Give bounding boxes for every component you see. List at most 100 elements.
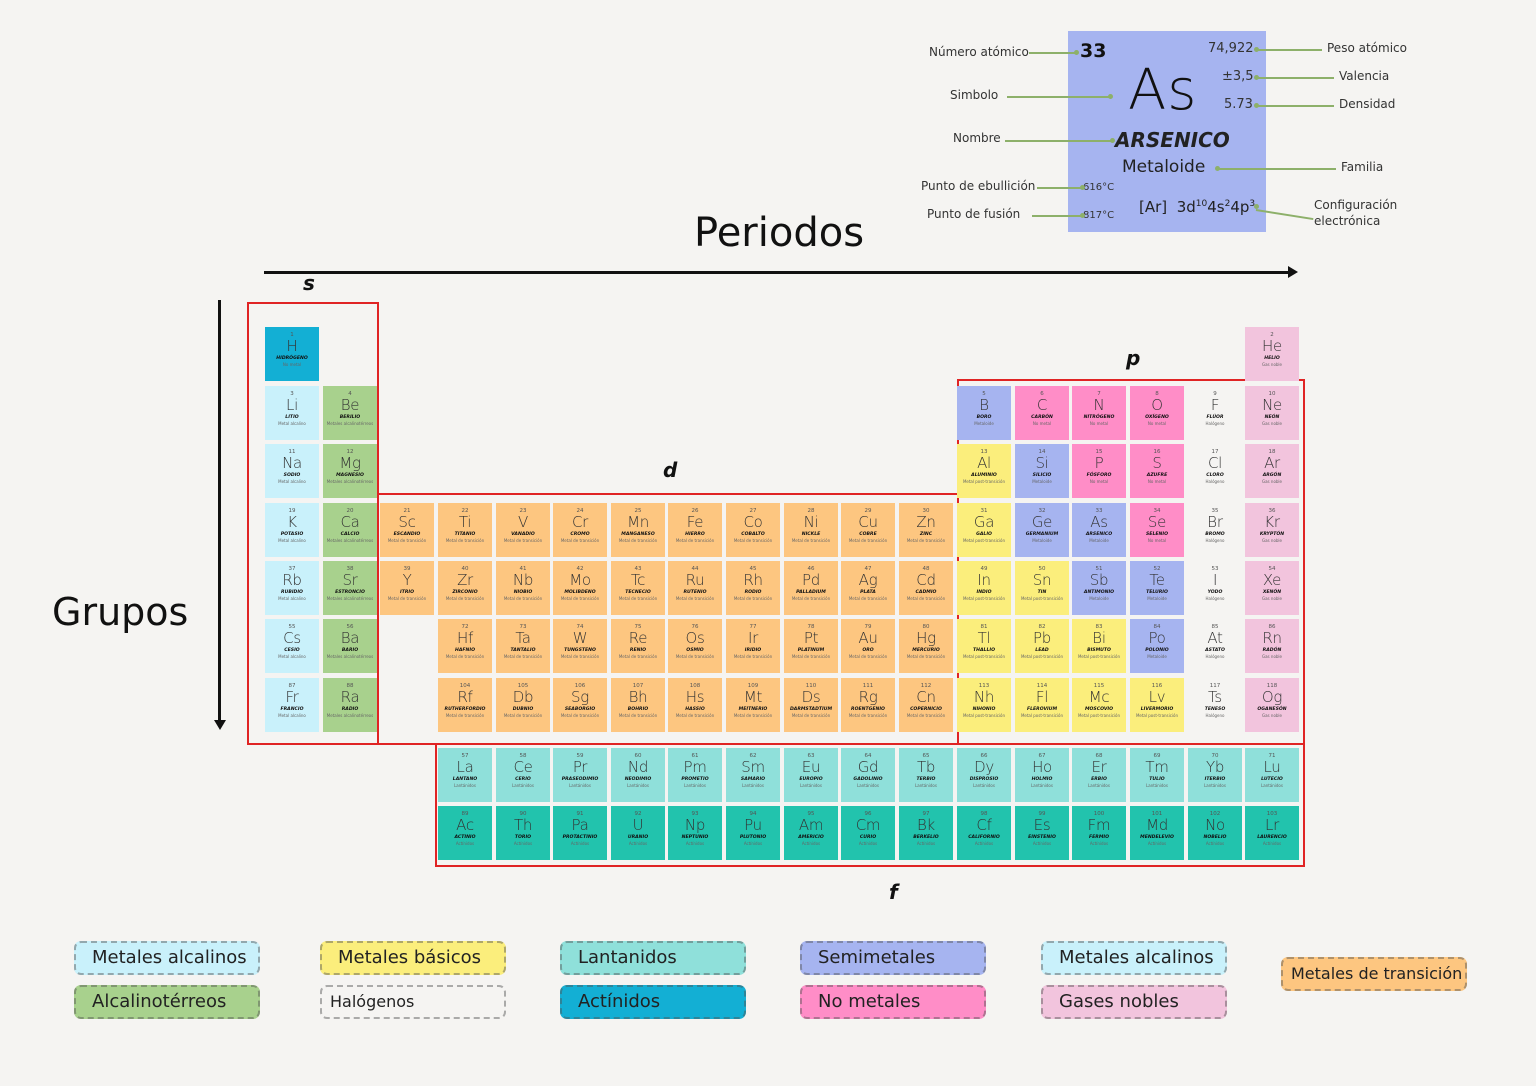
element-cell-ac[interactable]: 89 Ac ACTINIO Actínidos xyxy=(438,806,492,860)
element-cell-cd[interactable]: 48 Cd CADMIO Metal de transición xyxy=(899,561,953,615)
element-cell-gd[interactable]: 64 Gd GADOLINIO Lantánidos xyxy=(841,748,895,802)
element-cell-cu[interactable]: 29 Cu COBRE Metal de transición xyxy=(841,503,895,557)
element-cell-rf[interactable]: 104 Rf RUTHERFORDIO Metal de transición xyxy=(438,678,492,732)
element-cell-ds[interactable]: 110 Ds DARMSTADTIUM Metal de transición xyxy=(784,678,838,732)
element-cell-p[interactable]: 15 P FÓSFORO No metal xyxy=(1072,444,1126,498)
element-cell-sm[interactable]: 62 Sm SAMARIO Lantánidos xyxy=(726,748,780,802)
element-cell-ir[interactable]: 77 Ir IRIDIO Metal de transición xyxy=(726,619,780,673)
element-cell-rh[interactable]: 45 Rh RODIO Metal de transición xyxy=(726,561,780,615)
element-cell-au[interactable]: 79 Au ORO Metal de transición xyxy=(841,619,895,673)
element-cell-li[interactable]: 3 Li LITIO Metal alcalino xyxy=(265,386,319,440)
element-cell-sn[interactable]: 50 Sn TIN Metal post-transición xyxy=(1015,561,1069,615)
element-cell-tb[interactable]: 65 Tb TERBIO Lantánidos xyxy=(899,748,953,802)
element-cell-xe[interactable]: 54 Xe XENÓN Gas noble xyxy=(1245,561,1299,615)
element-cell-er[interactable]: 68 Er ERBIO Lantánidos xyxy=(1072,748,1126,802)
element-cell-th[interactable]: 90 Th TORIO Actínidos xyxy=(496,806,550,860)
element-cell-ti[interactable]: 22 Ti TITANIO Metal de transición xyxy=(438,503,492,557)
element-cell-bh[interactable]: 107 Bh BOHRIO Metal de transición xyxy=(611,678,665,732)
element-cell-ca[interactable]: 20 Ca CALCIO Metales alcalinotérreos xyxy=(323,503,377,557)
element-cell-hs[interactable]: 108 Hs HASSIO Metal de transición xyxy=(668,678,722,732)
element-cell-s[interactable]: 16 S AZUFRE No metal xyxy=(1130,444,1184,498)
element-cell-rg[interactable]: 111 Rg ROENTGENIO Metal de transición xyxy=(841,678,895,732)
element-cell-f[interactable]: 9 F FLÚOR Halógeno xyxy=(1188,386,1242,440)
element-cell-mo[interactable]: 42 Mo MOLIBDENO Metal de transición xyxy=(553,561,607,615)
element-cell-co[interactable]: 27 Co COBALTO Metal de transición xyxy=(726,503,780,557)
element-cell-ra[interactable]: 88 Ra RADIO Metales alcalinotérreos xyxy=(323,678,377,732)
element-cell-o[interactable]: 8 O OXÍGENO No metal xyxy=(1130,386,1184,440)
element-cell-mc[interactable]: 115 Mc MOSCOVIO Metal post-transición xyxy=(1072,678,1126,732)
element-cell-tl[interactable]: 81 Tl THALLIO Metal post-transición xyxy=(957,619,1011,673)
element-cell-b[interactable]: 5 B BORO Metaloide xyxy=(957,386,1011,440)
element-cell-ga[interactable]: 31 Ga GALIO Metal post-transición xyxy=(957,503,1011,557)
element-cell-al[interactable]: 13 Al ALUMINIO Metal post-transición xyxy=(957,444,1011,498)
element-cell-cn[interactable]: 112 Cn COPERNICIO Metal de transición xyxy=(899,678,953,732)
element-cell-sc[interactable]: 21 Sc ESCANDIO Metal de transición xyxy=(380,503,434,557)
element-cell-cl[interactable]: 17 Cl CLORO Halógeno xyxy=(1188,444,1242,498)
element-cell-ni[interactable]: 28 Ni NICKLE Metal de transición xyxy=(784,503,838,557)
element-cell-ne[interactable]: 10 Ne NEÓN Gas noble xyxy=(1245,386,1299,440)
element-cell-kr[interactable]: 36 Kr KRYPTÓN Gas noble xyxy=(1245,503,1299,557)
element-cell-nb[interactable]: 41 Nb NIOBIO Metal de transición xyxy=(496,561,550,615)
element-cell-ge[interactable]: 32 Ge GERMANIUM Metaloide xyxy=(1015,503,1069,557)
element-cell-np[interactable]: 93 Np NEPTUNIO Actínidos xyxy=(668,806,722,860)
element-cell-rb[interactable]: 37 Rb RUBIDIO Metal alcalino xyxy=(265,561,319,615)
element-cell-ba[interactable]: 56 Ba BARIO Metales alcalinotérreos xyxy=(323,619,377,673)
element-cell-pb[interactable]: 82 Pb LEAD Metal post-transición xyxy=(1015,619,1069,673)
element-cell-rn[interactable]: 86 Rn RADÓN Gas noble xyxy=(1245,619,1299,673)
element-cell-ce[interactable]: 58 Ce CERIO Lantánidos xyxy=(496,748,550,802)
element-cell-he[interactable]: 2 He HELIO Gas noble xyxy=(1245,327,1299,381)
element-cell-lu[interactable]: 71 Lu LUTECIO Lantánidos xyxy=(1245,748,1299,802)
element-cell-fl[interactable]: 114 Fl FLEROVIUM Metal post-transición xyxy=(1015,678,1069,732)
element-cell-mn[interactable]: 25 Mn MANGANESO Metal de transición xyxy=(611,503,665,557)
element-cell-na[interactable]: 11 Na SODIO Metal alcalino xyxy=(265,444,319,498)
element-cell-w[interactable]: 74 W TUNGSTENO Metal de transición xyxy=(553,619,607,673)
element-cell-fe[interactable]: 26 Fe HIERRO Metal de transición xyxy=(668,503,722,557)
element-cell-fm[interactable]: 100 Fm FERMIO Actínidos xyxy=(1072,806,1126,860)
element-cell-as[interactable]: 33 As ARSENICO Metaloide xyxy=(1072,503,1126,557)
element-cell-fr[interactable]: 87 Fr FRANCIO Metal alcalino xyxy=(265,678,319,732)
element-cell-lr[interactable]: 103 Lr LAURENCIO Actínidos xyxy=(1245,806,1299,860)
element-cell-n[interactable]: 7 N NITRÓGENO No metal xyxy=(1072,386,1126,440)
element-cell-re[interactable]: 75 Re RENIO Metal de transición xyxy=(611,619,665,673)
element-cell-og[interactable]: 118 Og OGANESÓN Gas noble xyxy=(1245,678,1299,732)
element-cell-ag[interactable]: 47 Ag PLATA Metal de transición xyxy=(841,561,895,615)
element-cell-mg[interactable]: 12 Mg MAGNESIO Metales alcalinotérreos xyxy=(323,444,377,498)
element-cell-cf[interactable]: 98 Cf CALIFORNIO Actínidos xyxy=(957,806,1011,860)
element-cell-cr[interactable]: 24 Cr CROMO Metal de transición xyxy=(553,503,607,557)
element-cell-ho[interactable]: 67 Ho HOLMIO Lantánidos xyxy=(1015,748,1069,802)
element-cell-cs[interactable]: 55 Cs CESIO Metal alcalino xyxy=(265,619,319,673)
element-cell-pd[interactable]: 46 Pd PALLADIUM Metal de transición xyxy=(784,561,838,615)
element-cell-mt[interactable]: 109 Mt MEITNERIO Metal de transición xyxy=(726,678,780,732)
element-cell-bi[interactable]: 83 Bi BISMUTO Metal post-transición xyxy=(1072,619,1126,673)
element-cell-v[interactable]: 23 V VANADIO Metal de transición xyxy=(496,503,550,557)
element-cell-i[interactable]: 53 I YODO Halógeno xyxy=(1188,561,1242,615)
element-cell-yb[interactable]: 70 Yb ITERBIO Lantánidos xyxy=(1188,748,1242,802)
element-cell-c[interactable]: 6 C CARBÓN No metal xyxy=(1015,386,1069,440)
element-cell-no[interactable]: 102 No NOBELIO Actínidos xyxy=(1188,806,1242,860)
element-cell-sg[interactable]: 106 Sg SEABORGIO Metal de transición xyxy=(553,678,607,732)
element-cell-po[interactable]: 84 Po POLONIO Metaloide xyxy=(1130,619,1184,673)
element-cell-eu[interactable]: 63 Eu EUROPIO Lantánidos xyxy=(784,748,838,802)
element-cell-cm[interactable]: 96 Cm CURIO Actínidos xyxy=(841,806,895,860)
element-cell-k[interactable]: 19 K POTASIO Metal alcalino xyxy=(265,503,319,557)
element-cell-tc[interactable]: 43 Tc TECNECIO Metal de transición xyxy=(611,561,665,615)
element-cell-pu[interactable]: 94 Pu PLUTONIO Actínidos xyxy=(726,806,780,860)
element-cell-bk[interactable]: 97 Bk BERKELIO Actínidos xyxy=(899,806,953,860)
element-cell-lv[interactable]: 116 Lv LIVERMORIO Metal post-transición xyxy=(1130,678,1184,732)
element-cell-te[interactable]: 52 Te TELURIO Metaloide xyxy=(1130,561,1184,615)
element-cell-h[interactable]: 1 H HIDRÓGENO No metal xyxy=(265,327,319,381)
element-cell-ru[interactable]: 44 Ru RUTENIO Metal de transición xyxy=(668,561,722,615)
element-cell-hg[interactable]: 80 Hg MERCURIO Metal de transición xyxy=(899,619,953,673)
element-cell-ar[interactable]: 18 Ar ARGÓN Gas noble xyxy=(1245,444,1299,498)
element-cell-in[interactable]: 49 In INDIO Metal post-transición xyxy=(957,561,1011,615)
element-cell-sr[interactable]: 38 Sr ESTRONCIO Metales alcalinotérreos xyxy=(323,561,377,615)
element-cell-nd[interactable]: 60 Nd NEODIMIO Lantánidos xyxy=(611,748,665,802)
element-cell-tm[interactable]: 69 Tm TULIO Lantánidos xyxy=(1130,748,1184,802)
element-cell-si[interactable]: 14 Si SILICIO Metaloide xyxy=(1015,444,1069,498)
element-cell-ts[interactable]: 117 Ts TENESO Halógeno xyxy=(1188,678,1242,732)
element-cell-y[interactable]: 39 Y ITRIO Metal de transición xyxy=(380,561,434,615)
element-cell-ta[interactable]: 73 Ta TANTALIO Metal de transición xyxy=(496,619,550,673)
element-cell-md[interactable]: 101 Md MENDELEVIO Actínidos xyxy=(1130,806,1184,860)
element-cell-br[interactable]: 35 Br BROMO Halógeno xyxy=(1188,503,1242,557)
element-cell-be[interactable]: 4 Be BERILIO Metales alcalinotérreos xyxy=(323,386,377,440)
